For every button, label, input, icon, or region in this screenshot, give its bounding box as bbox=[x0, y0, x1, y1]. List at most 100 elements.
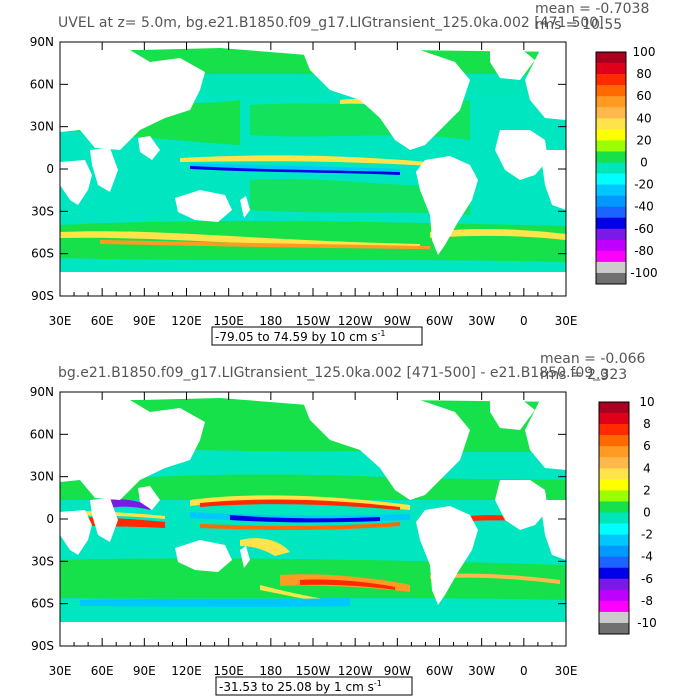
y-tick-label: 30N bbox=[30, 470, 54, 484]
colorbar-label: 20 bbox=[636, 133, 651, 147]
panel-1-rms: rms = 10.55 bbox=[535, 17, 622, 33]
y-tick-label: 60N bbox=[30, 77, 54, 91]
colorbar-label: 40 bbox=[636, 111, 651, 125]
colorbar-label: -40 bbox=[634, 200, 654, 214]
colorbar-swatch bbox=[599, 490, 629, 502]
colorbar-swatch bbox=[596, 217, 626, 230]
panel-1-colorbar: 100 80 60 40 20 0 -20 -40 -60 -80 -100 bbox=[595, 45, 658, 285]
colorbar-swatch bbox=[599, 435, 629, 447]
colorbar-swatch bbox=[596, 184, 626, 196]
colorbar-swatch bbox=[596, 250, 626, 263]
x-tick-label: 120W bbox=[338, 314, 373, 328]
colorbar-swatch bbox=[596, 96, 626, 108]
colorbar-swatch bbox=[596, 162, 626, 174]
colorbar-label: 10 bbox=[639, 395, 654, 409]
colorbar-swatch bbox=[599, 468, 629, 480]
x-tick-label: 30W bbox=[468, 664, 495, 678]
colorbar-swatch bbox=[599, 545, 629, 557]
panel-1-mean: mean = -0.7038 bbox=[535, 1, 649, 17]
colorbar-swatch bbox=[596, 173, 626, 185]
colorbar-frame bbox=[598, 401, 630, 635]
panel-2-range-box bbox=[215, 676, 413, 696]
panel-2-axis-ticks: 30E 60E 90E 120E 150E 180 150W 120W 90W 60W 30W 0 30… bbox=[30, 385, 578, 678]
panel-2-mean: mean = -0.066 bbox=[540, 351, 646, 367]
colorbar-swatch bbox=[599, 534, 629, 546]
panel-1-range-label: -79.05 to 74.59 by 10 cm s-1 bbox=[215, 329, 385, 344]
x-tick-label: 120E bbox=[171, 314, 202, 328]
colorbar-label: -80 bbox=[634, 244, 654, 258]
x-tick-label: 180 bbox=[259, 314, 282, 328]
colorbar-swatch bbox=[596, 63, 626, 75]
colorbar-swatch bbox=[599, 446, 629, 458]
colorbar-label: -8 bbox=[641, 594, 653, 608]
x-tick-label: 180 bbox=[259, 664, 282, 678]
colorbar-label: -6 bbox=[641, 572, 653, 586]
y-tick-label: 90N bbox=[30, 385, 54, 399]
panel-2-colorbar: 10 8 6 4 2 0 -2 -4 -6 -8 -10 bbox=[598, 395, 657, 635]
colorbar-swatch bbox=[596, 129, 626, 141]
colorbar-swatch bbox=[599, 523, 629, 535]
x-tick-label: 30W bbox=[468, 314, 495, 328]
y-tick-label: 90S bbox=[31, 289, 54, 303]
x-tick-label: 90W bbox=[384, 314, 411, 328]
colorbar-label: 4 bbox=[643, 461, 651, 475]
colorbar-label: -4 bbox=[641, 550, 653, 564]
colorbar-label: -10 bbox=[637, 616, 657, 630]
colorbar-label: -60 bbox=[634, 222, 654, 236]
x-tick-label: 0 bbox=[520, 314, 528, 328]
panel-1-range-box bbox=[211, 326, 423, 346]
colorbar-label: 2 bbox=[643, 483, 651, 497]
colorbar-swatch bbox=[599, 578, 629, 591]
colorbar-swatch bbox=[599, 512, 629, 524]
y-tick-label: 30S bbox=[31, 554, 54, 568]
colorbar-label: 8 bbox=[643, 417, 651, 431]
y-tick-label: 60S bbox=[31, 597, 54, 611]
colorbar-swatch bbox=[599, 622, 629, 635]
colorbar-label: 0 bbox=[643, 505, 651, 519]
colorbar-swatch bbox=[599, 457, 629, 469]
x-tick-label: 30E bbox=[49, 664, 72, 678]
panel-2: bg.e21.B1850.f09_g17.LIGtransient_125.0k… bbox=[30, 351, 657, 696]
colorbar-swatch bbox=[596, 261, 626, 274]
colorbar-swatch bbox=[596, 118, 626, 130]
y-tick-label: 0 bbox=[46, 162, 54, 176]
colorbar-label: -2 bbox=[641, 528, 653, 542]
x-tick-label: 60W bbox=[426, 664, 453, 678]
colorbar-swatch bbox=[599, 501, 629, 513]
panel-2-rms: rms = 2.323 bbox=[540, 367, 627, 383]
colorbar-swatch bbox=[599, 413, 629, 425]
colorbar-swatch bbox=[596, 228, 626, 241]
y-tick-label: 90N bbox=[30, 35, 54, 49]
x-tick-label: 150W bbox=[296, 664, 331, 678]
x-tick-label: 30E bbox=[555, 664, 578, 678]
colorbar-label: 6 bbox=[643, 439, 651, 453]
colorbar-swatch bbox=[596, 206, 626, 219]
colorbar-frame bbox=[595, 51, 627, 285]
colorbar-swatch bbox=[599, 556, 629, 569]
colorbar-label: 0 bbox=[640, 155, 648, 169]
panel-2-land bbox=[60, 392, 566, 646]
colorbar-swatch bbox=[596, 74, 626, 86]
colorbar-swatch bbox=[599, 402, 629, 414]
x-tick-label: 150W bbox=[296, 314, 331, 328]
colorbar-swatch bbox=[596, 195, 626, 207]
colorbar-swatch bbox=[596, 52, 626, 64]
panel-1: UVEL at z= 5.0m, bg.e21.B1850.f09_g17.LI… bbox=[30, 1, 658, 346]
colorbar-swatch bbox=[599, 424, 629, 436]
colorbar-label: -20 bbox=[634, 178, 654, 192]
x-tick-label: 90W bbox=[384, 664, 411, 678]
y-tick-label: 0 bbox=[46, 512, 54, 526]
x-tick-label: 30E bbox=[555, 314, 578, 328]
colorbar-label: -100 bbox=[630, 266, 657, 280]
colorbar-label: 60 bbox=[636, 89, 651, 103]
colorbar-swatch bbox=[596, 85, 626, 97]
colorbar-label: 80 bbox=[636, 67, 651, 81]
x-tick-label: 150E bbox=[213, 314, 244, 328]
panel-1-axis-ticks: 30E 60E 90E 120E 150E 180 150W 120W 90W 60W 30W 0 30… bbox=[30, 35, 578, 328]
x-tick-label: 150E bbox=[213, 664, 244, 678]
x-tick-label: 120E bbox=[171, 664, 202, 678]
colorbar-swatch bbox=[596, 272, 626, 285]
x-tick-label: 60E bbox=[91, 664, 114, 678]
x-tick-label: 90E bbox=[133, 314, 156, 328]
